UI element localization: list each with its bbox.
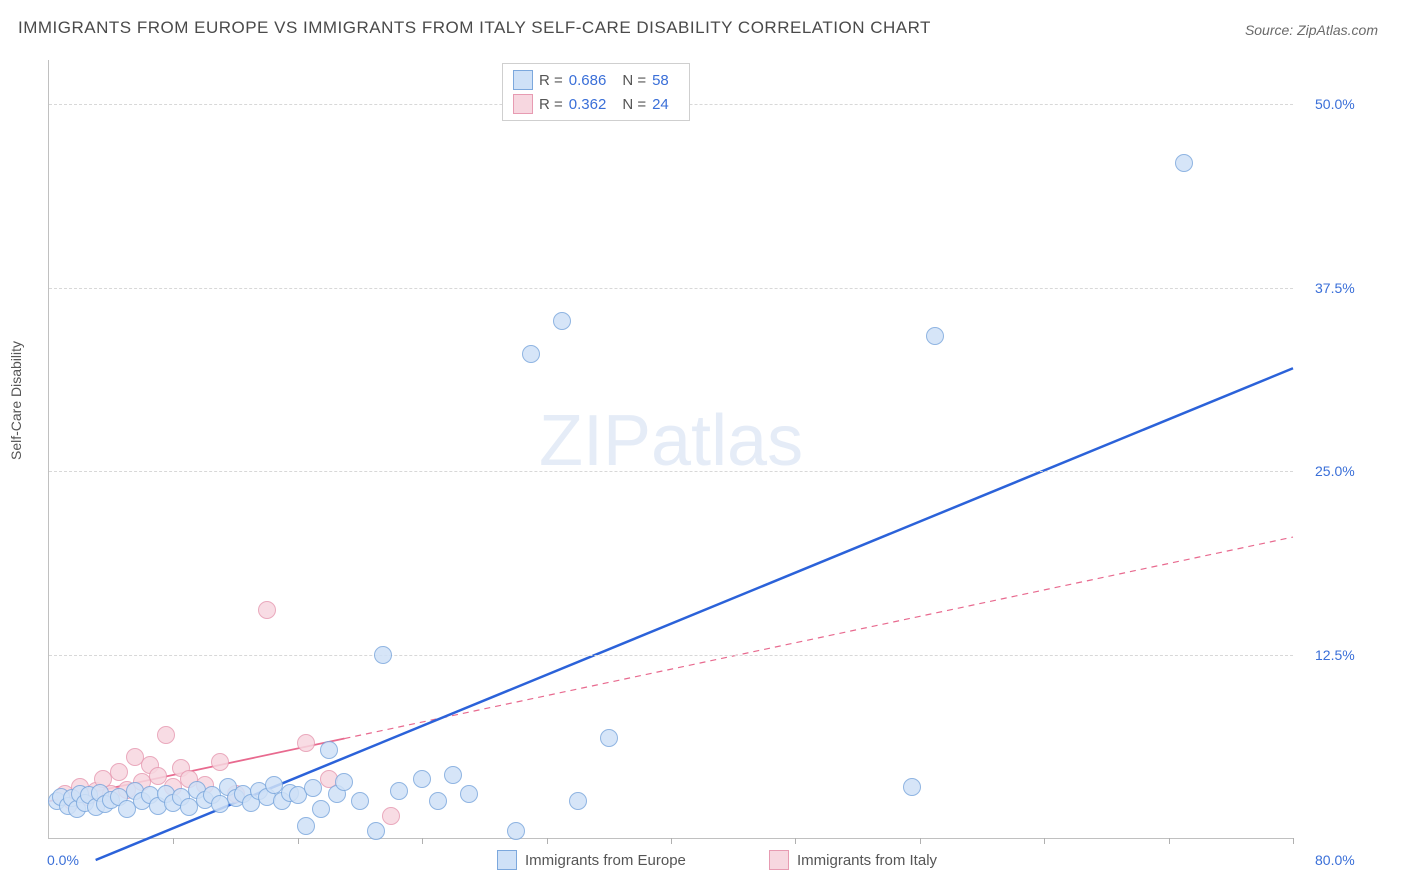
y-tick-label: 25.0%	[1315, 463, 1355, 479]
europe-swatch	[513, 70, 533, 90]
europe-point	[429, 792, 447, 810]
plot-area: ZIPatlas 12.5%25.0%37.5%50.0%0.0%80.0%R …	[48, 60, 1293, 839]
europe-point	[444, 766, 462, 784]
europe-point	[460, 785, 478, 803]
legend-n-value: 58	[652, 72, 669, 89]
gridline-h	[49, 288, 1293, 289]
europe-point	[553, 312, 571, 330]
legend-n-label: N =	[622, 72, 646, 89]
legend-row-europe: R = 0.686 N = 58	[513, 68, 679, 92]
italy-point	[211, 753, 229, 771]
chart-container: IMMIGRANTS FROM EUROPE VS IMMIGRANTS FRO…	[0, 0, 1406, 892]
europe-point	[351, 792, 369, 810]
europe-point	[926, 327, 944, 345]
legend-n-label: N =	[622, 96, 646, 113]
y-tick-label: 12.5%	[1315, 647, 1355, 663]
series-label: Immigrants from Italy	[797, 852, 937, 869]
series-legend-europe: Immigrants from Europe	[497, 850, 686, 870]
italy-swatch	[769, 850, 789, 870]
series-label: Immigrants from Europe	[525, 852, 686, 869]
x-tick	[298, 838, 299, 844]
europe-point	[507, 822, 525, 840]
europe-point	[413, 770, 431, 788]
source-attribution: Source: ZipAtlas.com	[1245, 22, 1378, 38]
italy-point	[297, 734, 315, 752]
x-tick	[173, 838, 174, 844]
correlation-legend: R = 0.686 N = 58 R = 0.362 N = 24	[502, 63, 690, 121]
trend-lines	[49, 60, 1293, 838]
italy-point	[110, 763, 128, 781]
europe-point	[335, 773, 353, 791]
europe-point	[600, 729, 618, 747]
europe-point	[312, 800, 330, 818]
europe-point	[522, 345, 540, 363]
x-tick	[795, 838, 796, 844]
x-tick	[671, 838, 672, 844]
europe-point	[367, 822, 385, 840]
europe-point	[1175, 154, 1193, 172]
x-tick	[1044, 838, 1045, 844]
legend-r-label: R =	[539, 72, 563, 89]
europe-point	[903, 778, 921, 796]
series-legend-italy: Immigrants from Italy	[769, 850, 937, 870]
italy-point	[258, 601, 276, 619]
europe-point	[374, 646, 392, 664]
x-tick	[1293, 838, 1294, 844]
chart-title: IMMIGRANTS FROM EUROPE VS IMMIGRANTS FRO…	[18, 18, 931, 38]
legend-row-italy: R = 0.362 N = 24	[513, 92, 679, 116]
gridline-h	[49, 471, 1293, 472]
italy-swatch	[513, 94, 533, 114]
y-tick-label: 50.0%	[1315, 96, 1355, 112]
x-tick	[547, 838, 548, 844]
x-tick	[1169, 838, 1170, 844]
x-tick	[920, 838, 921, 844]
europe-point	[320, 741, 338, 759]
italy-point	[157, 726, 175, 744]
x-tick	[422, 838, 423, 844]
legend-n-value: 24	[652, 96, 669, 113]
europe-point	[569, 792, 587, 810]
europe-point	[304, 779, 322, 797]
legend-r-value: 0.362	[569, 96, 607, 113]
x-tick-label-min: 0.0%	[47, 852, 79, 868]
italy-point	[382, 807, 400, 825]
trend-line	[344, 537, 1293, 738]
gridline-h	[49, 655, 1293, 656]
europe-point	[390, 782, 408, 800]
x-tick-label-max: 80.0%	[1315, 852, 1355, 868]
legend-r-label: R =	[539, 96, 563, 113]
europe-point	[297, 817, 315, 835]
y-tick-label: 37.5%	[1315, 280, 1355, 296]
europe-swatch	[497, 850, 517, 870]
legend-r-value: 0.686	[569, 72, 607, 89]
y-axis-label: Self-Care Disability	[8, 341, 24, 460]
